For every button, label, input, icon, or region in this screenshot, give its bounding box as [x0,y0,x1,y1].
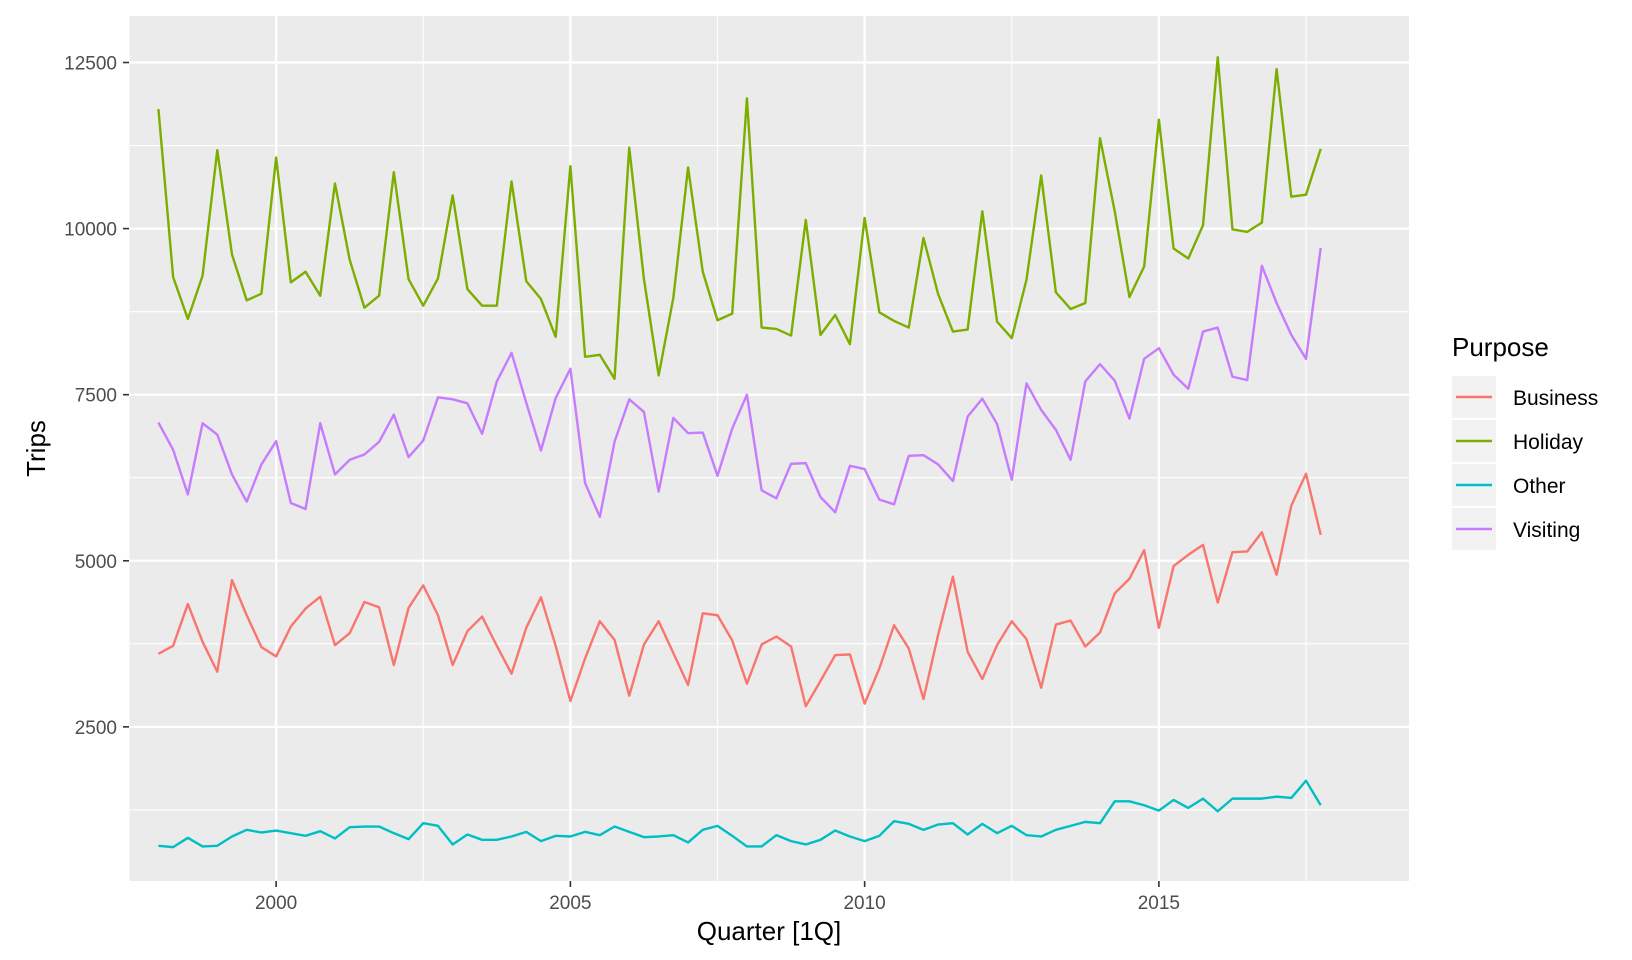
legend-label: Business [1513,387,1598,410]
y-tick-label: 7500 [75,386,117,407]
x-tick-label: 2015 [1138,893,1180,914]
x-tick-label: 2000 [255,893,297,914]
series-line-holiday [157,55,1322,380]
series-lines [157,55,1322,849]
y-tick-label: 10000 [64,220,117,241]
series-line-business [157,472,1322,708]
major-gridlines [129,16,1409,881]
y-tick-label: 2500 [75,718,117,739]
x-tick-label: 2005 [549,893,591,914]
legend-label: Other [1513,475,1566,498]
y-tick-label: 5000 [75,552,117,573]
series-line-visiting [157,247,1322,519]
plot-panel [129,16,1409,881]
y-axis: 2500 5000 7500 10000 12500 [64,54,129,739]
x-axis-title: Quarter [1Q] [697,916,842,946]
series-line-other [158,779,1322,849]
y-axis-title: Trips [21,420,51,477]
y-tick-label: 12500 [64,54,117,75]
legend-label: Holiday [1513,431,1584,454]
minor-gridlines [128,16,1409,881]
legend-title: Purpose [1452,332,1549,362]
legend-label: Visiting [1513,519,1580,542]
x-axis: 2000 2005 2010 2015 [255,881,1180,914]
x-tick-label: 2010 [843,893,885,914]
legend: Purpose Business Holiday Other Visiting [1452,332,1598,550]
